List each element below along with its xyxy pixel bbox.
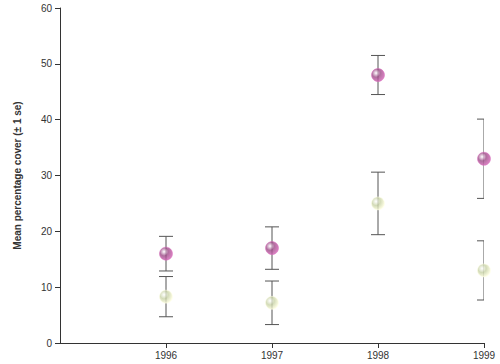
svg-text:30: 30 [41,170,53,181]
svg-text:1996: 1996 [155,350,178,361]
svg-text:40: 40 [41,114,53,125]
svg-text:Mean percentage cover (± 1 se): Mean percentage cover (± 1 se) [12,101,23,249]
svg-text:60: 60 [41,3,53,14]
svg-text:1997: 1997 [261,350,284,361]
svg-text:20: 20 [41,226,53,237]
svg-text:1999: 1999 [473,350,496,361]
svg-text:10: 10 [41,282,53,293]
svg-text:50: 50 [41,58,53,69]
svg-text:1998: 1998 [367,350,390,361]
svg-text:0: 0 [46,338,52,349]
